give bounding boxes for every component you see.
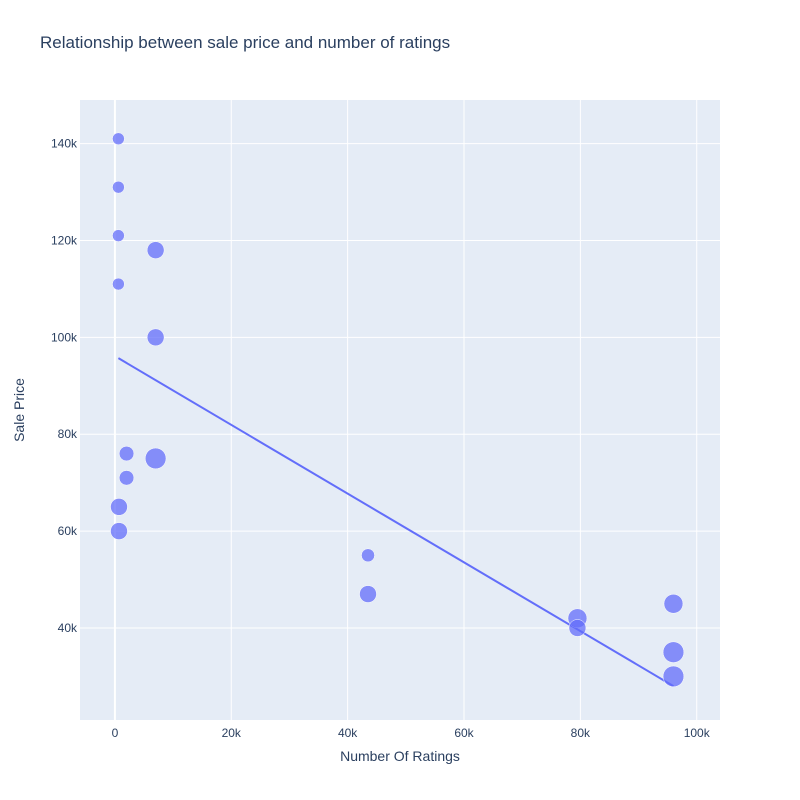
x-tick-label: 100k <box>684 726 711 740</box>
y-tick-label: 120k <box>51 233 78 247</box>
data-point <box>118 470 135 486</box>
data-point <box>663 594 684 614</box>
grid-lines <box>80 100 720 720</box>
plot-background <box>80 100 720 720</box>
chart-title: Relationship between sale price and numb… <box>40 33 451 52</box>
y-tick-label: 100k <box>51 330 78 344</box>
data-point <box>662 665 685 688</box>
x-tick-label: 20k <box>222 726 242 740</box>
x-tick-label: 40k <box>338 726 358 740</box>
x-tick-label: 60k <box>454 726 474 740</box>
y-tick-label: 40k <box>58 621 78 635</box>
data-point <box>118 445 135 462</box>
x-axis-title: Number Of Ratings <box>340 748 460 764</box>
y-tick-label: 140k <box>51 137 78 151</box>
data-point <box>110 522 128 540</box>
y-tick-label: 60k <box>58 524 78 538</box>
x-tick-label: 80k <box>571 726 591 740</box>
data-point <box>361 548 375 563</box>
data-point <box>110 498 128 516</box>
data-point <box>662 641 685 663</box>
data-point <box>144 447 167 470</box>
x-axis-ticks: 0 20k 40k 60k 80k 100k <box>112 726 711 740</box>
y-axis-title: Sale Price <box>11 378 27 442</box>
data-point <box>112 180 125 194</box>
data-point <box>568 619 587 637</box>
data-point <box>146 328 165 347</box>
y-axis-ticks: 40k 60k 80k 100k 120k 140k <box>51 137 78 635</box>
y-tick-label: 80k <box>58 427 78 441</box>
x-tick-label: 0 <box>112 726 119 740</box>
data-point <box>359 585 377 603</box>
data-point <box>112 229 125 242</box>
data-point <box>112 277 125 291</box>
data-point <box>112 132 125 145</box>
data-points <box>110 132 685 688</box>
data-point <box>146 241 165 259</box>
